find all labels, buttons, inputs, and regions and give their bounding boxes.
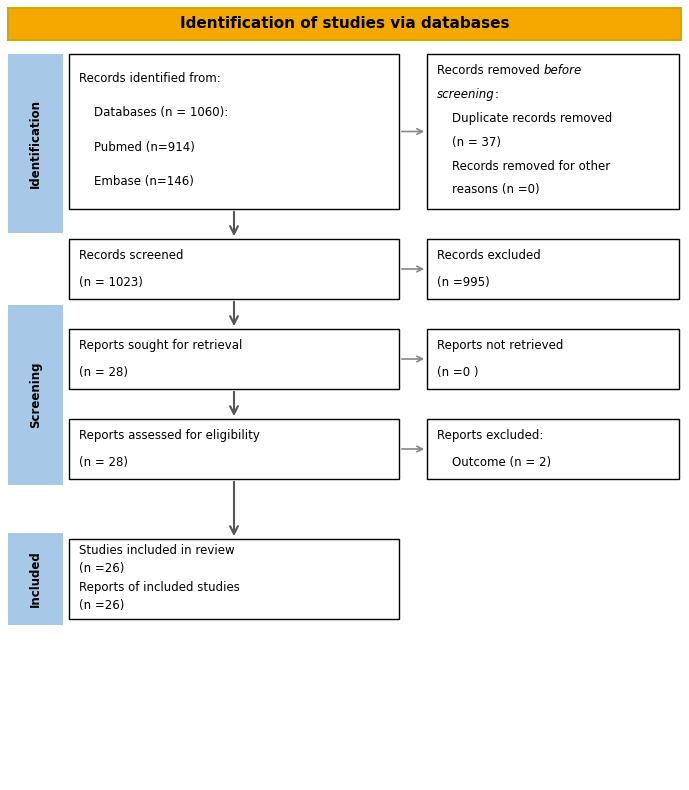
Bar: [69, 239, 399, 299]
Text: Included: Included: [29, 551, 42, 608]
Text: (n =26): (n =26): [79, 562, 125, 575]
Bar: [69, 539, 399, 619]
Text: Studies included in review: Studies included in review: [79, 544, 235, 557]
Bar: [8, 8, 681, 40]
Text: screening: screening: [437, 88, 495, 101]
Text: (n =995): (n =995): [437, 276, 490, 288]
Text: Reports assessed for eligibility: Reports assessed for eligibility: [79, 430, 260, 442]
Bar: [427, 239, 679, 299]
Text: (n = 28): (n = 28): [79, 456, 128, 468]
Text: (n = 37): (n = 37): [437, 136, 501, 149]
Text: reasons (n =0): reasons (n =0): [437, 183, 539, 197]
Text: (n =0 ): (n =0 ): [437, 366, 478, 378]
Bar: [427, 419, 679, 479]
Text: Records removed for other: Records removed for other: [437, 160, 610, 172]
Text: Records identified from:: Records identified from:: [79, 72, 220, 85]
Bar: [8, 54, 63, 233]
Bar: [8, 305, 63, 485]
Text: Records removed: Records removed: [437, 64, 544, 77]
Text: Databases (n = 1060):: Databases (n = 1060):: [79, 106, 228, 119]
Text: Pubmed (n=914): Pubmed (n=914): [79, 141, 195, 153]
Bar: [427, 54, 679, 209]
Bar: [8, 533, 63, 625]
Text: Reports sought for retrieval: Reports sought for retrieval: [79, 340, 243, 352]
Text: Reports not retrieved: Reports not retrieved: [437, 340, 564, 352]
Text: Records excluded: Records excluded: [437, 250, 541, 262]
Text: Reports excluded:: Reports excluded:: [437, 430, 544, 442]
Bar: [427, 329, 679, 389]
Text: Reports of included studies: Reports of included studies: [79, 581, 240, 594]
Text: Identification of studies via databases: Identification of studies via databases: [180, 17, 509, 32]
Bar: [69, 54, 399, 209]
Text: :: :: [495, 88, 499, 101]
Text: (n =26): (n =26): [79, 600, 125, 612]
Text: before: before: [544, 64, 582, 77]
Text: Identification: Identification: [29, 99, 42, 188]
Bar: [69, 419, 399, 479]
Text: Records screened: Records screened: [79, 250, 183, 262]
Text: Outcome (n = 2): Outcome (n = 2): [437, 456, 551, 468]
Text: (n = 1023): (n = 1023): [79, 276, 143, 288]
Text: Embase (n=146): Embase (n=146): [79, 175, 194, 188]
Bar: [69, 329, 399, 389]
Text: (n = 28): (n = 28): [79, 366, 128, 378]
Text: Screening: Screening: [29, 362, 42, 428]
Text: Duplicate records removed: Duplicate records removed: [437, 112, 613, 125]
